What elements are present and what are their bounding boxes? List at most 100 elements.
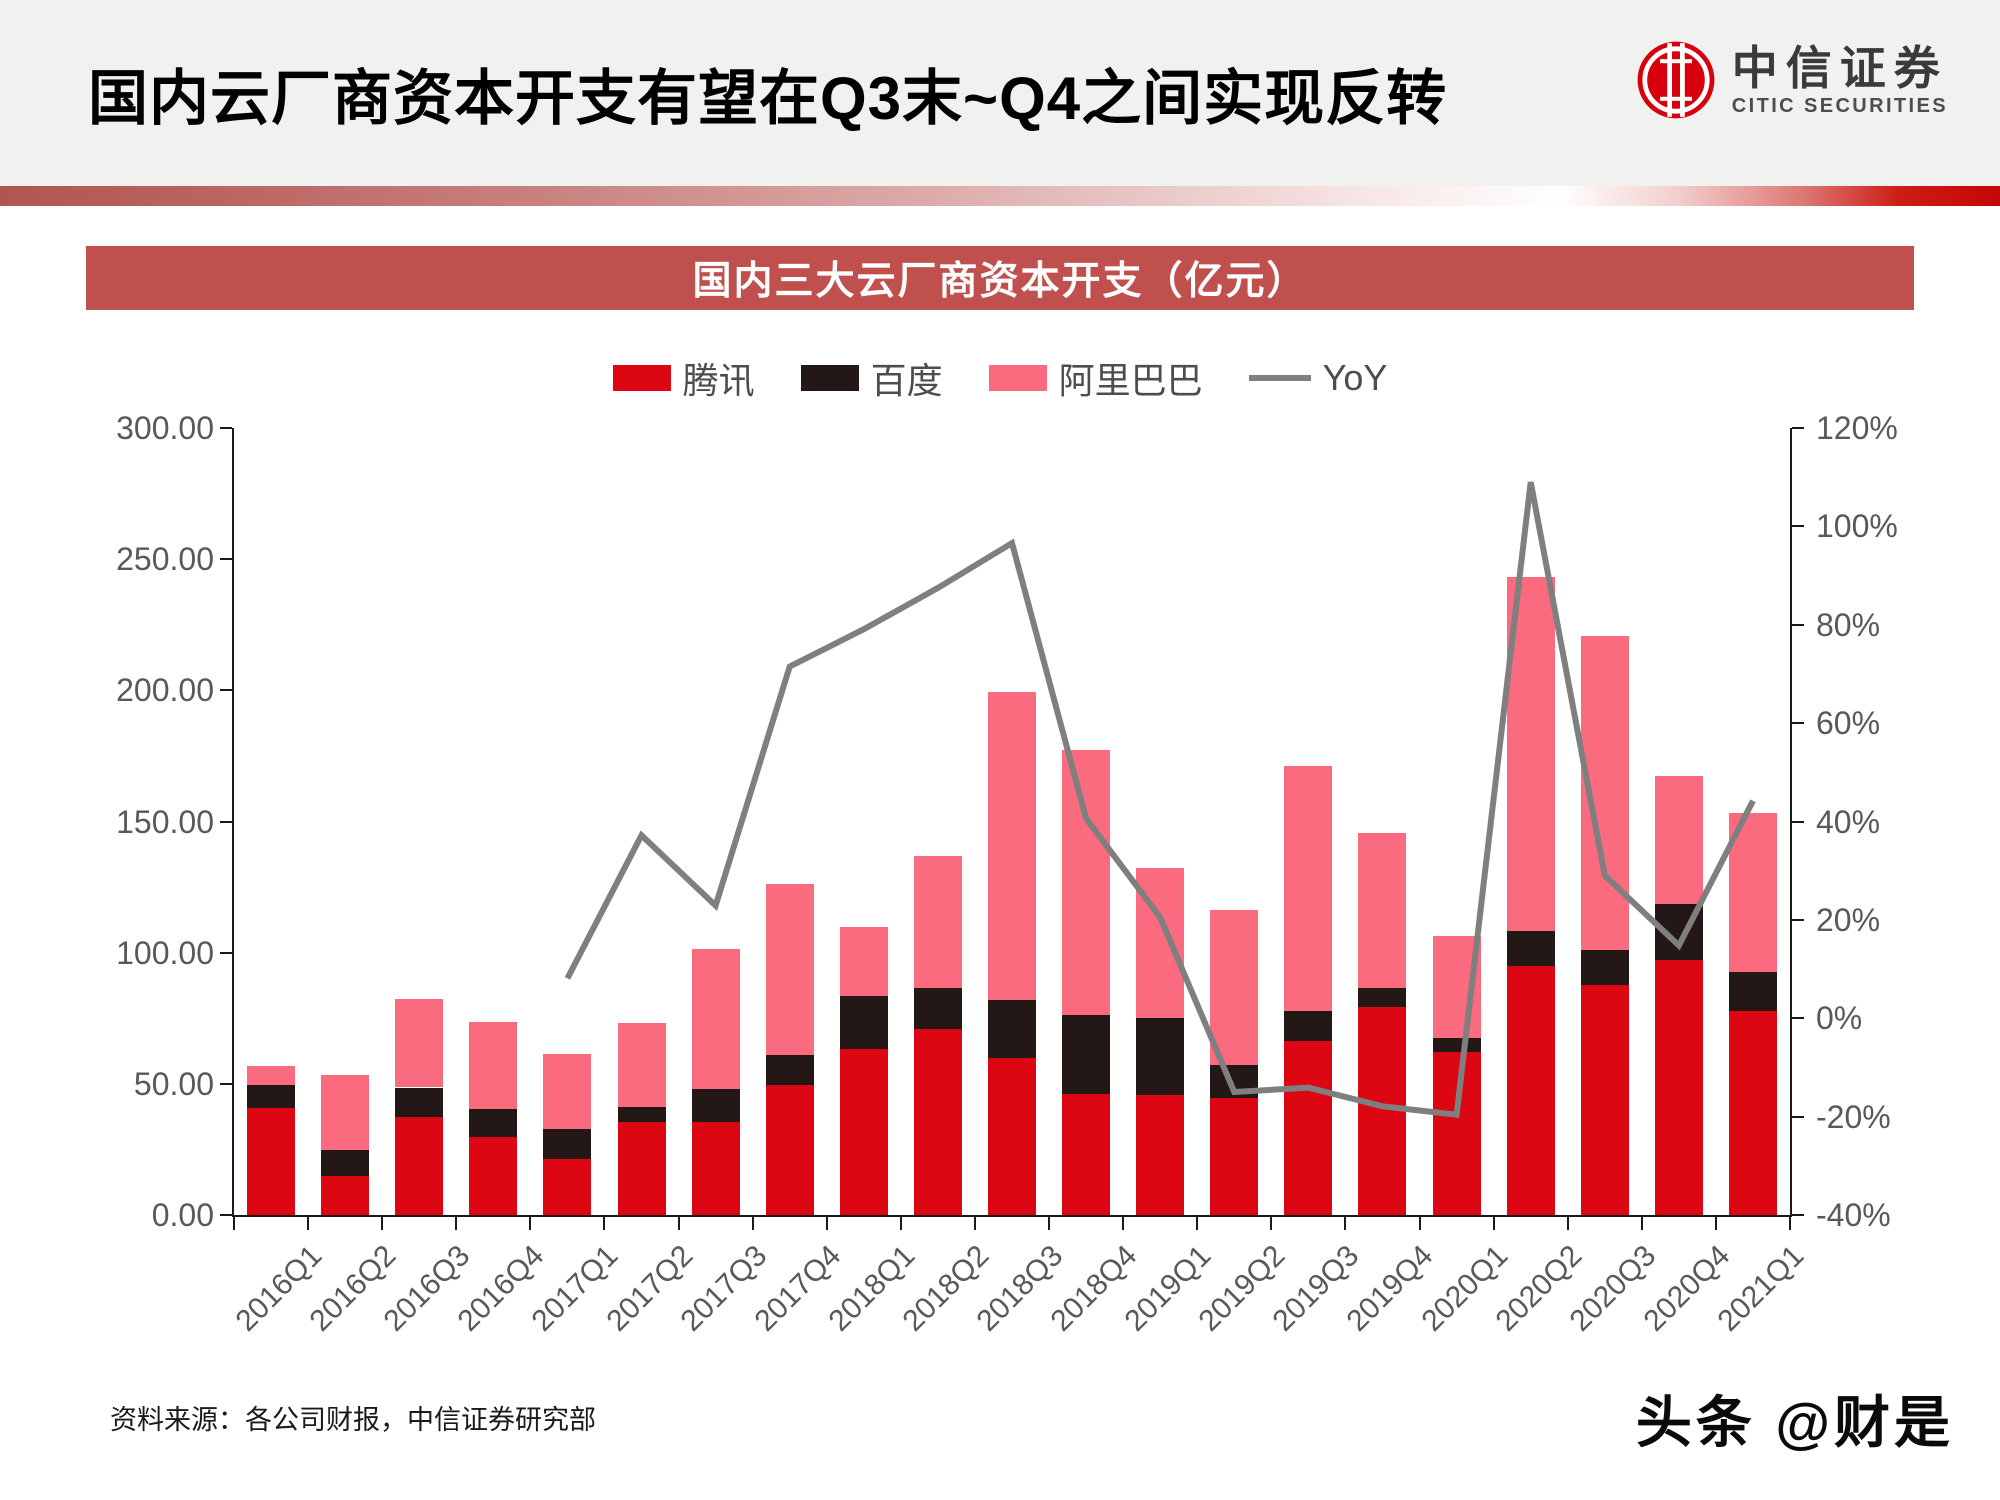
y-axis-label-right: 80% xyxy=(1816,606,1881,643)
yoy-line xyxy=(564,481,1756,1119)
y-axis-label-right: 20% xyxy=(1816,901,1881,938)
bar-2016Q3-阿里巴巴 xyxy=(395,998,444,1088)
y-tick-right xyxy=(1792,820,1804,823)
logo-name-en: CITIC SECURITIES xyxy=(1731,95,1948,117)
y-axis-label-right: 120% xyxy=(1816,410,1898,446)
y-axis-label-left: 0.00 xyxy=(151,1197,214,1233)
bar-2021Q1-阿里巴巴 xyxy=(1728,812,1777,973)
legend-item-YoY: YoY xyxy=(1248,357,1388,399)
x-tick xyxy=(455,1217,458,1230)
legend-label: 阿里巴巴 xyxy=(1058,360,1203,401)
legend-item-阿里巴巴: 阿里巴巴 xyxy=(988,352,1203,404)
bar-2017Q4-阿里巴巴 xyxy=(765,883,814,1055)
x-tick xyxy=(381,1217,384,1230)
bar-2017Q3-阿里巴巴 xyxy=(691,948,740,1090)
y-axis-label-right: -40% xyxy=(1816,1197,1891,1233)
bar-2018Q3-阿里巴巴 xyxy=(988,691,1036,1001)
x-tick xyxy=(603,1217,606,1230)
bar-2019Q2-腾讯 xyxy=(1210,1097,1259,1215)
x-tick xyxy=(1418,1217,1421,1230)
bar-2016Q2-腾讯 xyxy=(321,1175,370,1215)
bar-2018Q2-腾讯 xyxy=(913,1028,962,1215)
x-tick xyxy=(307,1217,310,1230)
x-tick xyxy=(1492,1217,1495,1230)
y-axis-right xyxy=(1790,428,1792,1217)
bar-2019Q1-腾讯 xyxy=(1136,1095,1185,1215)
y-tick-left xyxy=(220,689,232,692)
x-tick xyxy=(1566,1217,1569,1230)
y-tick-right xyxy=(1792,722,1804,725)
bar-2016Q1-百度 xyxy=(247,1084,296,1108)
y-tick-right xyxy=(1792,1214,1804,1216)
bar-2017Q2-百度 xyxy=(617,1106,666,1123)
bar-2017Q4-百度 xyxy=(765,1054,814,1085)
bar-2018Q1-腾讯 xyxy=(839,1049,888,1215)
y-tick-left xyxy=(220,558,232,561)
y-tick-right xyxy=(1792,1115,1804,1118)
x-tick xyxy=(1789,1217,1791,1230)
bar-2016Q4-阿里巴巴 xyxy=(469,1021,518,1109)
bar-2021Q1-腾讯 xyxy=(1728,1010,1777,1215)
bar-2019Q3-百度 xyxy=(1284,1010,1333,1042)
bar-2019Q4-阿里巴巴 xyxy=(1358,832,1407,989)
source-note: 资料来源：各公司财报，中信证券研究部 xyxy=(110,1405,596,1435)
bar-2017Q3-腾讯 xyxy=(691,1121,740,1215)
legend-item-百度: 百度 xyxy=(800,352,943,404)
x-tick xyxy=(1196,1217,1199,1230)
y-tick-left xyxy=(220,1082,232,1085)
legend-label: YoY xyxy=(1322,357,1388,398)
citic-logo: 中信证券 CITIC SECURITIES xyxy=(1636,40,1948,120)
citic-emblem-icon xyxy=(1637,41,1715,119)
bar-2018Q2-阿里巴巴 xyxy=(913,855,962,989)
bar-2018Q1-阿里巴巴 xyxy=(839,926,888,997)
y-tick-right xyxy=(1792,1017,1804,1020)
page-title: 国内云厂商资本开支有望在Q3末~Q4之间实现反转 xyxy=(88,65,1448,132)
bar-2017Q1-百度 xyxy=(543,1128,592,1160)
x-tick xyxy=(1640,1217,1643,1230)
bar-2019Q3-腾讯 xyxy=(1284,1041,1333,1215)
bar-2019Q2-阿里巴巴 xyxy=(1210,909,1259,1066)
chart-legend: 腾讯 百度 阿里巴巴 YoY xyxy=(0,356,2000,401)
logo-name-cn: 中信证券 xyxy=(1731,42,1948,94)
x-tick xyxy=(1714,1217,1717,1230)
x-tick xyxy=(973,1217,976,1230)
bar-2016Q2-阿里巴巴 xyxy=(321,1075,370,1151)
bar-2020Q4-腾讯 xyxy=(1654,960,1703,1215)
y-tick-right xyxy=(1792,525,1804,528)
y-axis-label-right: 100% xyxy=(1816,508,1898,545)
bar-2018Q2-百度 xyxy=(913,988,962,1029)
bar-2018Q3-腾讯 xyxy=(988,1057,1036,1215)
bar-2018Q1-百度 xyxy=(839,996,888,1050)
legend-label: 腾讯 xyxy=(682,360,755,401)
legend-swatch-腾讯 xyxy=(612,365,671,391)
header-band: 国内云厂商资本开支有望在Q3末~Q4之间实现反转 中信证券 CITIC SECU… xyxy=(0,0,2000,186)
x-axis xyxy=(232,1215,1792,1217)
legend-label: 百度 xyxy=(870,360,943,401)
x-tick xyxy=(529,1217,532,1230)
bar-2020Q1-腾讯 xyxy=(1432,1052,1481,1215)
bar-2018Q4-百度 xyxy=(1062,1014,1111,1095)
y-tick-left xyxy=(220,427,232,429)
logo-text: 中信证券 CITIC SECURITIES xyxy=(1732,42,1948,118)
legend-item-腾讯: 腾讯 xyxy=(612,352,755,404)
bar-2019Q4-百度 xyxy=(1358,988,1407,1007)
y-axis-label-left: 250.00 xyxy=(116,541,214,578)
bar-2016Q3-百度 xyxy=(395,1087,444,1117)
bar-2020Q3-百度 xyxy=(1580,950,1629,986)
y-tick-left xyxy=(220,951,232,954)
bar-2017Q1-腾讯 xyxy=(543,1159,592,1215)
y-axis-label-right: 40% xyxy=(1816,803,1881,840)
legend-swatch-YoY xyxy=(1248,375,1311,381)
bar-2017Q4-腾讯 xyxy=(765,1084,814,1215)
y-axis-left xyxy=(232,428,234,1217)
bar-2020Q2-百度 xyxy=(1506,930,1555,967)
x-tick xyxy=(1122,1217,1125,1230)
x-tick xyxy=(1270,1217,1273,1230)
x-tick xyxy=(751,1217,754,1230)
bar-2017Q2-腾讯 xyxy=(617,1122,666,1215)
bar-2016Q1-腾讯 xyxy=(247,1107,296,1215)
y-axis-label-left: 100.00 xyxy=(116,934,214,971)
bar-2018Q3-百度 xyxy=(988,1000,1036,1058)
bar-2021Q1-百度 xyxy=(1728,972,1777,1011)
